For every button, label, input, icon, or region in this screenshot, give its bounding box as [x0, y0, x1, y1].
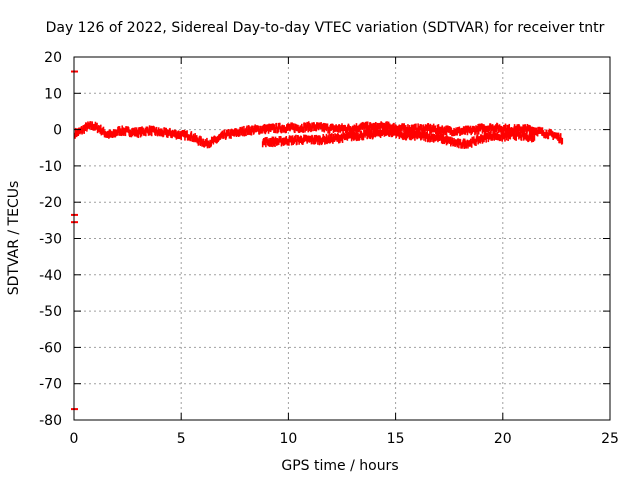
y-tick-label: -80: [39, 413, 62, 429]
series: [74, 121, 564, 149]
y-tick-label: -50: [39, 304, 62, 320]
y-tick-label: -30: [39, 232, 62, 248]
y-tick-label: -70: [39, 377, 62, 393]
x-tick-label: 15: [387, 431, 405, 447]
y-tick-label: 10: [44, 86, 62, 102]
plot-data: [71, 70, 564, 411]
tick-labels: 0 5 10 15 20 25 20 10 0 -10 -20 -30 -40 -50 -60 -70 -80: [39, 50, 619, 447]
x-tick-label: 25: [601, 431, 619, 447]
series: [261, 127, 536, 149]
x-axis-label: GPS time / hours: [281, 458, 398, 474]
y-tick-label: -10: [39, 159, 62, 175]
y-tick-label: -20: [39, 195, 62, 211]
ticks: [73, 56, 611, 421]
y-tick-label: 0: [53, 123, 62, 139]
y-tick-label: 20: [44, 50, 62, 66]
x-tick-label: 0: [70, 431, 79, 447]
x-tick-label: 5: [177, 431, 186, 447]
x-tick-label: 10: [279, 431, 297, 447]
x-tick-label: 20: [494, 431, 512, 447]
grid: [74, 57, 610, 420]
chart-title: Day 126 of 2022, Sidereal Day-to-day VTE…: [46, 20, 605, 36]
y-tick-label: -60: [39, 340, 62, 356]
y-tick-label: -40: [39, 268, 62, 284]
y-axis-label: SDTVAR / TECUs: [6, 181, 22, 296]
